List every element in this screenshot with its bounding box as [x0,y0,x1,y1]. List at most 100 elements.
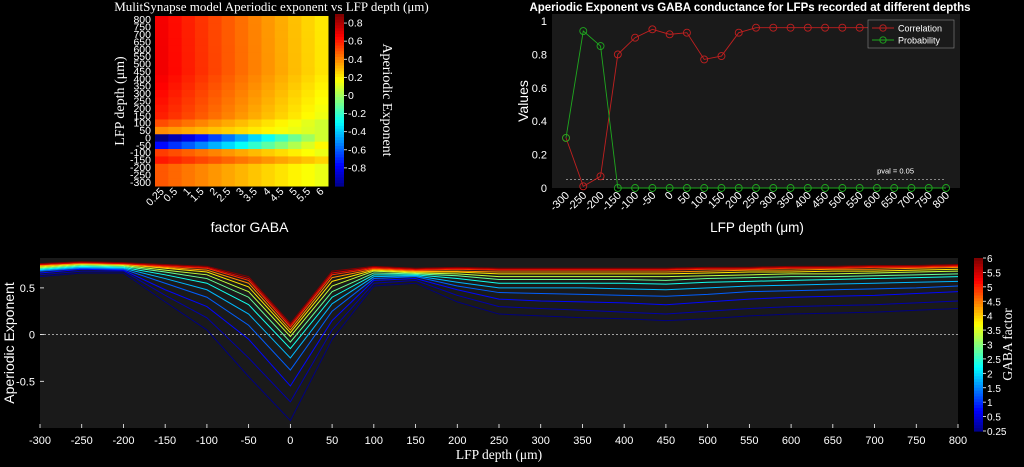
heatmap-cell [274,16,289,24]
heatmap-cell [288,149,302,157]
heatmap-cell [261,134,276,143]
heatmap-cell [274,97,289,106]
colorbar-segment [335,120,344,124]
heatmap-cell [314,23,329,32]
heatmap-cell [301,178,316,187]
heatmap-cell [194,38,209,47]
colorbar-segment [974,275,983,279]
series-marker-correlation [821,23,830,32]
colorbar-segment [974,393,983,397]
heatmap-cell [221,45,236,54]
heatmap-y-tick-label: 600 [133,44,151,56]
heatmap-cell [261,126,276,135]
colorbar-segment [974,356,983,360]
colorbar-label: Aperiodic Exponent [379,43,394,156]
heatmap-x-axis-label: factor GABA [211,219,289,235]
series-marker-correlation [682,28,691,37]
colorbar-segment [974,309,983,314]
colorbar-segment [335,160,344,164]
heatmap-cell [155,171,169,180]
heatmap-cell [168,119,183,128]
heatmap-cell [221,171,236,180]
exponent-y-tick-label: -0.5 [16,376,35,388]
series-marker-correlation [752,23,760,32]
heatmap-cell [168,30,183,39]
heatmap-cell [248,141,262,150]
heatmap-y-tick-label: 750 [133,22,151,34]
colorbar-segment [335,91,344,95]
heatmap-cell [261,97,276,106]
heatmap-cell [194,163,209,172]
heatmap-cell [221,38,236,47]
correlation-x-axis-label: LFP depth (μm) [710,220,804,235]
colorbar-segment [335,65,344,70]
heatmap-colorbar [335,14,344,187]
correlation-x-tick-label: 800 [931,190,952,211]
colorbar-segment [335,28,344,32]
exponent-x-tick-label: -250 [71,435,93,447]
colorbar-segment [974,332,983,337]
heatmap-cell [234,141,249,150]
heatmap-cell [301,45,316,54]
heatmap-cell [314,89,329,98]
heatmap-cell [301,67,316,76]
heatmap-cell [221,60,236,69]
exponent-x-tick-label: -200 [112,435,134,447]
heatmap-cell [274,38,289,47]
heatmap-cell [194,171,209,180]
colorbar-segment [335,114,344,118]
heatmap-cell [194,60,209,69]
heatmap-cell [194,178,209,187]
heatmap-cell [261,52,276,61]
heatmap-cell [288,178,302,187]
heatmap-cell [155,82,169,91]
heatmap-cell [314,112,329,120]
colorbar-segment [974,318,983,323]
heatmap-y-tick-label: -200 [130,162,151,174]
exponent-x-axis-label: LFP depth (μm) [456,447,542,462]
heatmap-cell [261,30,276,39]
heatmap-cell [155,60,169,69]
colorbar-tick-label: 2 [987,369,993,380]
colorbar-tick-label: 0.2 [348,72,363,84]
heatmap-cell [168,16,183,24]
series-marker-probability [717,184,726,192]
gaba-series-line [39,261,959,325]
colorbar-segment [974,281,983,285]
colorbar-segment [335,68,344,72]
heatmap-cell [301,38,316,47]
heatmap-cell [314,75,329,84]
heatmap-cell [301,23,316,32]
gaba-series-line [39,268,959,387]
colorbar-segment [974,353,983,357]
heatmap-cell [248,112,262,120]
gaba-series-line [39,263,959,334]
heatmap-cell [261,45,276,54]
heatmap-cell [261,67,276,76]
heatmap-cell [181,16,196,24]
heatmap-cell [234,126,249,135]
heatmap-cell [181,119,196,128]
heatmap-x-tick-label: 0.5 [161,186,180,205]
series-marker-probability [682,184,691,192]
gaba-series-line [39,266,959,359]
colorbar-tick-label: 4 [987,312,993,323]
correlation-title: Aperiodic Exponent vs GABA conductance f… [529,2,970,14]
colorbar-segment [974,364,983,369]
heatmap-cell [261,156,276,165]
legend-marker-probability [879,36,887,44]
heatmap-cell [261,38,276,47]
colorbar-segment [974,416,983,421]
heatmap-cell [194,67,209,76]
heatmap-cell [248,75,262,84]
heatmap-cell [248,60,262,69]
heatmap-x-tick-label: 2.5 [214,186,233,205]
colorbar-segment [974,425,983,429]
colorbar-segment [974,399,983,403]
correlation-y-tick-label: 0.4 [532,116,547,128]
heatmap-cell [194,119,209,128]
heatmap-cell [261,82,276,91]
heatmap-cell [261,104,276,113]
heatmap-cell [208,30,223,39]
heatmap-x-tick-label: 6 [314,186,327,199]
